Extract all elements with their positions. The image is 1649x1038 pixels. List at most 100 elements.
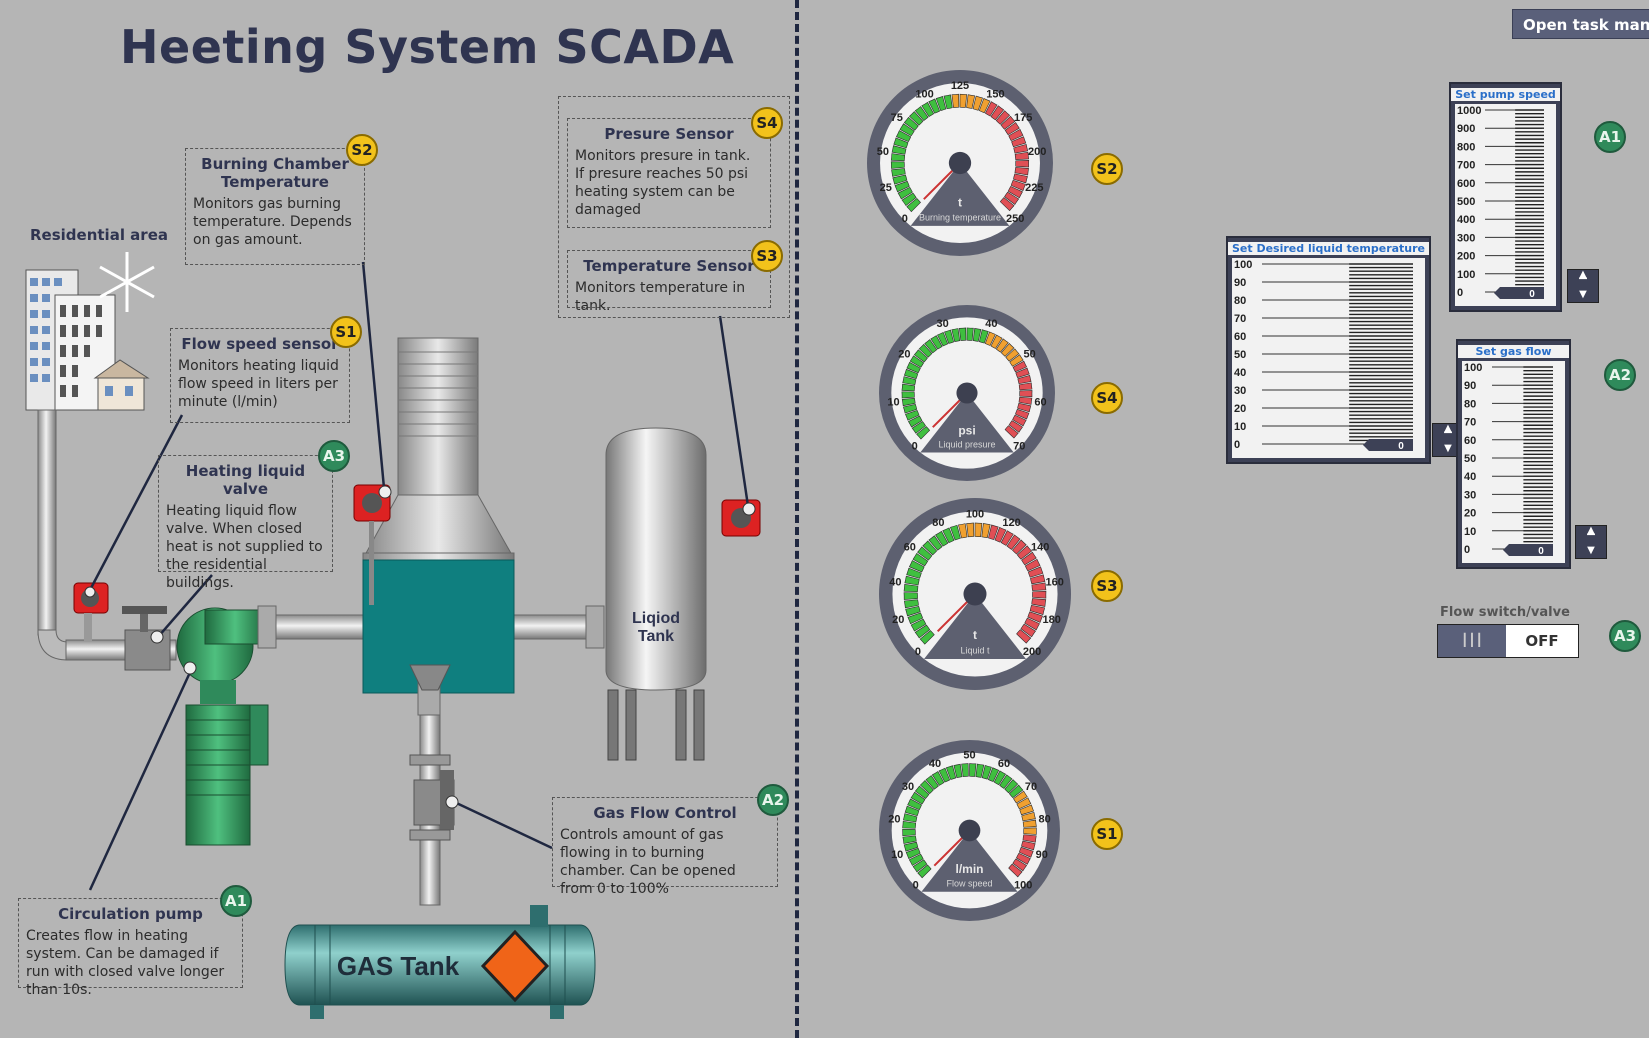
burning-temperature-gauge: 0 25 50 75 100 125 150 175 200 225 250 t Burning tem…	[867, 70, 1053, 256]
gauge-segment	[1012, 858, 1028, 872]
gauge-segment	[924, 339, 938, 354]
slider-tick-label: 400	[1457, 214, 1475, 226]
note-text: Monitors gas burning temperature. Depend…	[193, 196, 352, 248]
slider-tick-label: 0	[1464, 544, 1470, 556]
slider-tick-label: 800	[1457, 141, 1475, 153]
slider-tick-label: 700	[1457, 160, 1475, 172]
gauge-segment	[891, 168, 906, 177]
slider-tick-label: 20	[1464, 508, 1476, 520]
slider-scale: 100 90 80 70 60 50 40 30 20 10 0 0	[1232, 258, 1425, 458]
gauge-tick-label: 60	[904, 542, 916, 554]
gauge-hub	[963, 582, 987, 606]
gauge-segment	[1019, 390, 1033, 398]
gauge-segment	[1030, 574, 1046, 585]
slider-tick-label: 50	[1234, 349, 1246, 361]
gauge-tick-label: 0	[902, 213, 908, 225]
slider-scale: 100 90 80 70 60 50 40 30 20 10 0 0	[1462, 361, 1565, 563]
gauge-segment	[999, 774, 1013, 789]
slider-thumb	[1503, 544, 1553, 556]
circulation-pump-icon	[176, 607, 269, 846]
gauge-segment	[1015, 852, 1031, 865]
gauge-segment	[909, 111, 924, 126]
gauge-tick-label: 200	[1028, 146, 1046, 158]
gauge-segment	[972, 95, 983, 111]
gauge-tick-label: 20	[892, 614, 904, 626]
gauge-tick-label: 70	[1013, 440, 1025, 452]
gauge-segment	[1016, 545, 1033, 560]
gas-flow-slider[interactable]: Set gas flow 100 90 80 70 60 50 40 30 20 10 0 0	[1456, 339, 1571, 569]
flow-switch-toggle[interactable]: ┃┃┃ OFF	[1437, 624, 1579, 658]
pump-speed-slider[interactable]: Set pump speed 1000 900 800 700 600 500 400 300 2…	[1449, 82, 1562, 312]
gauge-segment	[1031, 598, 1047, 607]
note-title: Burning Chamber Temperature	[201, 155, 349, 191]
gauge-segment	[958, 523, 968, 539]
gauge-segment	[917, 546, 933, 561]
gauge-segment	[1024, 617, 1040, 631]
slider-tick-label: 20	[1234, 403, 1246, 415]
note-text: Monitors heating liquid flow speed in li…	[178, 358, 339, 410]
gauge-segment	[901, 397, 916, 407]
slider-thumb	[1494, 287, 1544, 299]
gauge-segment	[1000, 530, 1014, 546]
gauge-tick-label: 25	[880, 182, 892, 194]
pump-speed-spinner[interactable]: ▲ ▔ ▼	[1567, 269, 1599, 303]
open-task-manager-button[interactable]: Open task manag	[1512, 9, 1649, 39]
gauge-tick-label: 10	[887, 396, 899, 408]
switch-badge-a3: A3	[1609, 620, 1641, 652]
gauge-segment	[994, 526, 1007, 543]
gauge-segment	[969, 763, 977, 777]
gauge-segment	[1004, 122, 1020, 136]
gauge-segment	[907, 415, 923, 428]
gauge-segment	[1005, 348, 1020, 362]
gauge-segment	[993, 770, 1007, 786]
gas-flow-control-note: Gas Flow Control Controls amount of gas …	[552, 797, 778, 897]
gauge-segment	[899, 123, 915, 137]
sensor-notes-group	[558, 96, 790, 318]
gauge-segment	[974, 522, 983, 537]
note-text: Creates flow in heating system. Can be d…	[26, 928, 225, 998]
gauge-segment	[901, 391, 915, 399]
gauge-segment	[1000, 115, 1016, 130]
slider-tick-label: 0	[1234, 439, 1240, 451]
circulation-pump-note: Circulation pump Creates flow in heating…	[18, 898, 243, 998]
gauge-segment	[1029, 604, 1046, 615]
badge-a2: A2	[757, 784, 789, 816]
gauge-segment	[905, 606, 921, 617]
gauge-segment	[894, 180, 910, 193]
gauge-segment	[951, 328, 961, 342]
gauge-tick-label: 0	[913, 879, 919, 891]
desired-temperature-slider[interactable]: Set Desired liquid temperature 100 90 80 70 6…	[1226, 236, 1431, 464]
flow-switch-label: Flow switch/valve	[1440, 605, 1570, 620]
slider-thumb	[1363, 439, 1413, 451]
gauge-segment	[893, 137, 909, 149]
liquid-tank-label: Liqiod Tank	[632, 610, 680, 645]
note-text: Controls amount of gas flowing in to bur…	[560, 827, 736, 897]
gauge-segment	[1014, 151, 1030, 161]
burning-chamber-icon	[362, 337, 515, 694]
gauge-segment	[1018, 396, 1033, 405]
gauge-segment	[917, 864, 932, 879]
gauge-unit: psi	[958, 423, 975, 437]
burning-chamber-note: Burning Chamber Temperature Monitors gas…	[185, 148, 365, 265]
gauge-tick-label: 0	[915, 646, 921, 658]
gas-flow-spinner[interactable]: ▲ ▔ ▼	[1575, 525, 1607, 559]
note-title: Circulation pump	[58, 905, 203, 923]
gauge-segment	[995, 110, 1011, 125]
gauge-tick-label: 180	[1043, 614, 1061, 626]
slider-value: 0	[1538, 546, 1544, 557]
slider-title: Set Desired liquid temperature	[1228, 242, 1429, 255]
slider-tick-label: 30	[1234, 385, 1246, 397]
gauge-segment	[1012, 360, 1028, 373]
gauge-segment	[930, 335, 943, 350]
gauge-segment	[906, 567, 922, 579]
gauge-segment	[902, 835, 917, 844]
gauge-segment	[906, 361, 921, 374]
note-title: Gas Flow Control	[593, 804, 737, 822]
gauge-segment	[910, 618, 927, 632]
gauge-segment	[902, 376, 917, 386]
gauge-badge-s1: S1	[1091, 818, 1123, 850]
switch-knob[interactable]: ┃┃┃	[1438, 625, 1506, 657]
gauge-tick-label: 70	[1025, 781, 1037, 793]
gauge-label: Burning temperature	[919, 213, 1001, 223]
gauge-segment	[1010, 179, 1026, 191]
